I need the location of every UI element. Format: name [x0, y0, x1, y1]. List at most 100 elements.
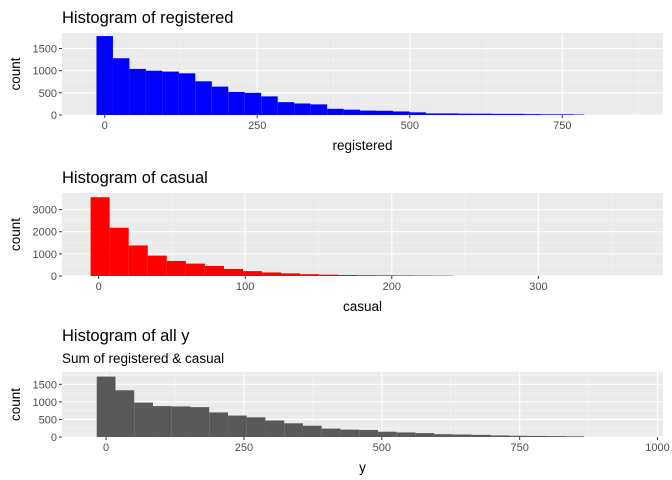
histogram-bar: [565, 436, 585, 437]
y-tick-label: 1000: [33, 249, 57, 261]
histogram-bar: [509, 435, 528, 437]
histogram-bar: [134, 402, 153, 437]
y-tick-label: 3000: [33, 205, 57, 217]
histogram-bar: [527, 435, 547, 437]
y-tick-label: 500: [39, 88, 57, 100]
histogram-bars: [96, 376, 585, 437]
histogram-bar: [541, 114, 558, 115]
histogram-bar: [393, 111, 410, 115]
histogram-bar: [115, 390, 135, 437]
histogram-bar: [360, 110, 377, 115]
histogram-bar: [415, 433, 435, 437]
x-tick-label: 0: [103, 442, 109, 454]
x-tick-label: 1000: [645, 442, 669, 454]
x-axis-title: y: [359, 460, 366, 475]
x-axis-title: casual: [343, 299, 382, 314]
histogram-bar: [508, 113, 525, 115]
y-tick-label: 2000: [33, 227, 57, 239]
histogram-bar: [211, 86, 229, 115]
x-axis-title: registered: [332, 138, 392, 153]
histogram-bar: [96, 36, 113, 115]
x-tick-label: 0: [102, 120, 108, 132]
histogram-bar: [340, 429, 360, 437]
histogram-bar: [171, 406, 191, 437]
y-axis-title: count: [8, 57, 23, 90]
histogram-bar: [209, 412, 228, 437]
histogram-bar: [458, 113, 476, 115]
histogram-bar: [557, 114, 575, 115]
histogram-bar: [96, 376, 116, 437]
grid-lines: [62, 193, 663, 276]
histogram-bar: [359, 429, 378, 437]
x-tick-label: 100: [236, 281, 254, 293]
y-tick-label: 0: [51, 432, 57, 444]
histogram-bar: [546, 436, 566, 437]
histogram-bar: [310, 104, 328, 115]
x-tick-label: 250: [235, 442, 253, 454]
histogram-bar: [302, 425, 322, 437]
histogram-bar: [109, 227, 129, 276]
histogram-bar: [471, 434, 491, 437]
chart-subtitle: Sum of registered & casual: [62, 351, 224, 366]
histogram-panel-1: 0 250 500 750 0 500 1000 1500 Histogram of regis…: [8, 9, 663, 153]
y-tick-label: 1000: [33, 66, 57, 78]
histogram-bar: [376, 110, 394, 115]
histogram-bar: [90, 197, 110, 276]
y-tick-label: 1500: [33, 379, 57, 391]
histogram-bar: [223, 268, 244, 276]
histogram-bar: [327, 108, 344, 115]
histogram-bar: [490, 435, 510, 437]
histogram-bar: [243, 271, 263, 276]
histogram-bars: [96, 36, 585, 115]
x-tick-label: 750: [510, 442, 528, 454]
x-tick-label: 0: [96, 281, 102, 293]
histogram-bar: [190, 407, 210, 437]
histogram-bar: [152, 406, 172, 437]
x-tick-label: 500: [401, 120, 419, 132]
x-tick-label: 250: [248, 120, 266, 132]
histogram-bars: [90, 197, 453, 276]
y-axis-title: count: [8, 218, 23, 251]
histogram-bar: [128, 245, 148, 276]
histogram-bar: [195, 81, 212, 115]
histogram-bar: [442, 113, 459, 115]
y-tick-label: 1000: [33, 397, 57, 409]
histogram-bar: [281, 273, 301, 276]
histogram-bar: [227, 415, 247, 437]
histogram-bar: [475, 113, 492, 115]
histogram-bar: [524, 114, 542, 115]
histogram-bar: [265, 420, 285, 437]
histogram-bar: [204, 266, 224, 276]
histogram-bar: [300, 274, 320, 276]
x-tick-label: 200: [383, 281, 401, 293]
histogram-bar: [343, 109, 361, 115]
histogram-bar: [338, 275, 358, 276]
histogram-bar: [277, 102, 295, 115]
y-tick-label: 500: [39, 414, 57, 426]
x-tick-label: 500: [373, 442, 391, 454]
y-tick-label: 0: [51, 271, 57, 283]
y-tick-label: 1500: [33, 44, 57, 56]
histogram-bar: [166, 260, 186, 276]
x-tick-label: 750: [553, 120, 571, 132]
histogram-bar: [162, 71, 179, 115]
histogram-bar: [261, 96, 278, 115]
histogram-bar: [246, 417, 266, 437]
histogram-bar: [395, 275, 415, 276]
histogram-bar: [294, 103, 311, 115]
histogram-bar: [178, 73, 196, 115]
histogram-bar: [357, 275, 377, 276]
histogram-bar: [147, 255, 167, 276]
histogram-bar: [321, 428, 341, 437]
histogram-bar: [376, 275, 396, 276]
histogram-bar: [377, 431, 397, 437]
histogram-bar: [409, 112, 426, 115]
histogram-bar: [112, 58, 130, 115]
chart-title: Histogram of registered: [62, 9, 234, 27]
chart-title: Histogram of all y: [62, 327, 190, 345]
histogram-bar: [284, 423, 303, 437]
histogram-bar: [491, 113, 509, 115]
histogram-bar: [262, 272, 282, 276]
